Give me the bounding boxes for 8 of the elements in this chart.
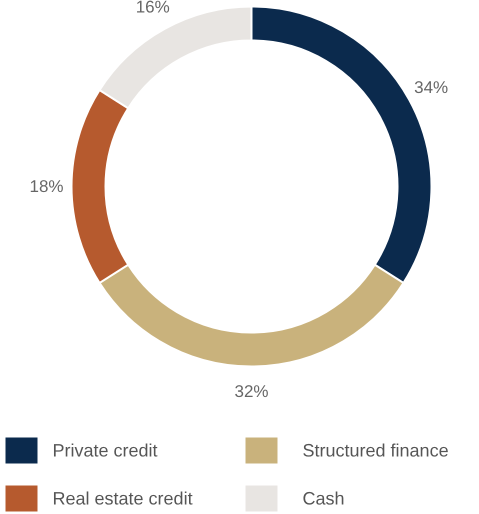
data-label: 18% — [29, 177, 64, 196]
data-label: 16% — [136, 0, 170, 16]
data-label: 32% — [234, 382, 269, 401]
legend-label: Private credit — [52, 440, 158, 460]
legend-label: Structured finance — [302, 440, 449, 460]
data-label: 34% — [414, 78, 448, 98]
legend-label: Real estate credit — [52, 488, 193, 508]
legend-label: Cash — [302, 488, 345, 508]
